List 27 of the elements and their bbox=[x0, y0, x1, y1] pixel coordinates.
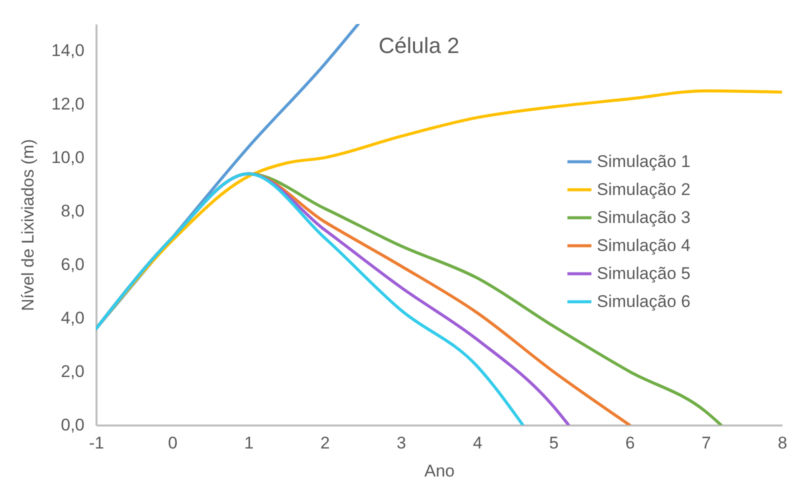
chart-title: Célula 2 bbox=[378, 33, 460, 58]
y-tick-label: 4,0 bbox=[60, 308, 84, 328]
y-tick-label: 0,0 bbox=[60, 416, 84, 434]
legend-label: Simulação 2 bbox=[596, 180, 690, 199]
x-tick-label: 3 bbox=[396, 434, 406, 452]
x-tick-label: 8 bbox=[778, 434, 788, 452]
y-axis-title: Nível de Lixiviados (m) bbox=[18, 139, 38, 311]
x-tick-label: 5 bbox=[549, 434, 559, 452]
legend-label: Simulação 6 bbox=[596, 292, 690, 311]
legend-label: Simulação 5 bbox=[596, 264, 690, 283]
legend-label: Simulação 4 bbox=[596, 236, 690, 255]
x-axis-title: Ano bbox=[424, 462, 455, 480]
x-tick-label: -1 bbox=[88, 434, 104, 452]
y-tick-label: 10,0 bbox=[51, 148, 84, 168]
y-tick-label: 12,0 bbox=[51, 94, 84, 114]
x-tick-label: 7 bbox=[702, 434, 712, 452]
x-tick-label: 1 bbox=[244, 434, 254, 452]
legend-label: Simulação 1 bbox=[596, 152, 690, 171]
y-tick-label: 2,0 bbox=[60, 362, 84, 382]
x-tick-label: 2 bbox=[320, 434, 330, 452]
legend-label: Simulação 3 bbox=[596, 208, 690, 227]
y-tick-label: 8,0 bbox=[60, 202, 84, 221]
x-tick-label: 6 bbox=[625, 434, 635, 452]
y-tick-label: 14,0 bbox=[51, 41, 84, 60]
x-tick-label: 4 bbox=[472, 434, 482, 452]
x-tick-label: 0 bbox=[168, 434, 178, 452]
y-tick-label: 6,0 bbox=[60, 255, 84, 274]
